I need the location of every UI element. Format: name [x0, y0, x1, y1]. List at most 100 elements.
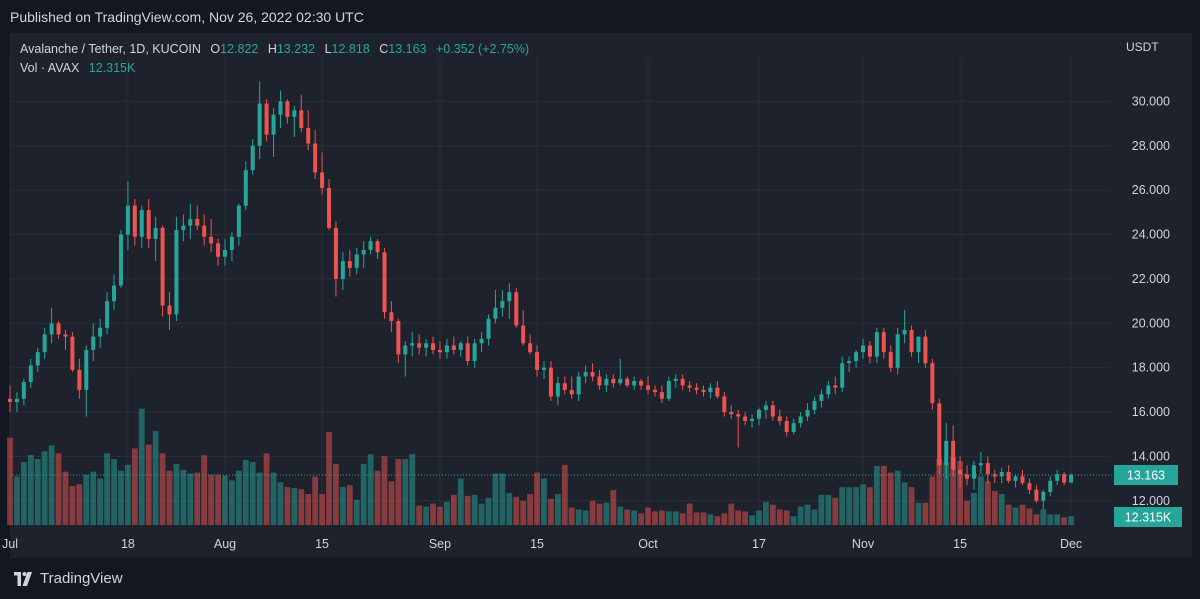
candle-body — [916, 336, 921, 353]
volume-bar — [714, 516, 721, 525]
volume-label[interactable]: Vol · AVAX — [20, 61, 80, 75]
volume-bar — [957, 460, 963, 525]
volume-bar — [249, 461, 256, 525]
volume-bar — [589, 500, 596, 525]
candle-body — [49, 323, 54, 335]
volume-bar — [978, 476, 984, 525]
candle-body — [555, 383, 560, 397]
volume-bar — [541, 478, 547, 525]
volume-bar — [908, 487, 915, 525]
time-axis[interactable]: Jul 18 Aug 15 Sep 15 Oct 17 Nov 15 Dec — [2, 537, 1082, 551]
open-value: 12.822 — [220, 42, 259, 56]
volume-bar — [326, 431, 332, 525]
volume-bar — [763, 501, 769, 525]
time-tick-label: Nov — [852, 537, 875, 551]
candle-body — [195, 218, 200, 226]
candle-body — [299, 110, 304, 129]
candle-body — [417, 343, 422, 348]
volume-bar — [582, 510, 589, 525]
candle-body — [791, 423, 796, 433]
volume-bar — [846, 487, 853, 525]
candle-body — [451, 345, 456, 350]
candle-body — [1055, 474, 1060, 481]
volume-bar — [111, 459, 117, 525]
volume-bar — [596, 503, 603, 525]
volume-bar — [534, 472, 540, 525]
volume-bar — [187, 473, 194, 525]
volume-bar — [291, 488, 298, 525]
candle-body — [229, 236, 234, 251]
candle-body — [597, 376, 602, 386]
symbol-label[interactable]: Avalanche / Tether, 1D, KUCOIN — [20, 42, 201, 56]
time-tick-label: Jul — [2, 537, 18, 551]
volume-bar — [69, 486, 76, 525]
candle-body — [819, 394, 824, 401]
candle-body — [236, 205, 241, 237]
candle-body — [985, 463, 990, 475]
volume-bar — [416, 505, 423, 525]
volume-bar — [756, 510, 762, 525]
candle-body — [396, 321, 401, 355]
price-tick-label: 12.000 — [1132, 494, 1170, 508]
volume-bar — [124, 464, 131, 525]
volume-bar — [520, 500, 527, 525]
volume-bar — [832, 497, 839, 525]
candle-body — [770, 405, 775, 417]
candle-body — [590, 372, 595, 377]
volume-bar — [1026, 508, 1033, 525]
candle-body — [583, 372, 588, 377]
volume-bar — [131, 448, 138, 525]
volume-bar — [728, 503, 735, 525]
volume-bar — [1012, 507, 1019, 525]
candle-body — [867, 345, 872, 357]
volume-bar — [818, 494, 825, 525]
candle-body — [174, 230, 179, 315]
candle-body — [784, 420, 789, 433]
open-label: O — [210, 42, 221, 56]
volume-bar — [1033, 514, 1040, 525]
volume-bar — [48, 445, 55, 525]
chart-legend: Avalanche / Tether, 1D, KUCOIN O12.822 H… — [20, 40, 529, 78]
candle-body — [1006, 471, 1011, 481]
volume-bar — [797, 506, 804, 525]
volume-bar — [825, 494, 832, 525]
volume-bar — [700, 512, 707, 525]
candle-body — [21, 382, 26, 399]
volume-bar — [173, 463, 180, 525]
price-axis[interactable]: 12.000 14.000 16.000 18.000 20.000 22.000 24.0… — [1132, 94, 1170, 507]
candle-body — [881, 332, 886, 353]
candle-body — [1013, 476, 1018, 481]
volume-bar — [235, 470, 242, 525]
candle-body — [410, 343, 415, 346]
candle-body — [375, 241, 380, 253]
candle-body — [958, 469, 963, 475]
candle-body — [306, 128, 311, 144]
candle-body — [833, 385, 838, 388]
volume-bar — [180, 469, 187, 525]
time-tick-label: Sep — [429, 537, 451, 551]
last-price-badge — [1114, 465, 1178, 486]
candle-body — [604, 378, 609, 386]
candle-body — [715, 387, 720, 397]
volume-bar — [804, 504, 811, 525]
volume-bar — [561, 464, 568, 525]
price-tick-label: 24.000 — [1132, 228, 1170, 242]
volume-bar — [402, 459, 409, 525]
currency-unit[interactable]: USDT — [1126, 40, 1159, 54]
candle-body — [548, 367, 553, 397]
close-value: 13.163 — [388, 42, 427, 56]
candle-body — [618, 378, 623, 384]
volume-bar — [853, 487, 859, 525]
candle-body — [368, 241, 373, 251]
volume-bar — [41, 451, 48, 525]
candle-body — [514, 292, 519, 326]
last-volume-badge — [1114, 507, 1182, 527]
candle-body — [188, 218, 193, 226]
volume-bar — [929, 476, 936, 525]
candle-body — [486, 318, 491, 339]
candle-body — [118, 234, 123, 286]
candle-body — [285, 101, 290, 117]
volume-bar — [652, 511, 658, 525]
volume-bar — [298, 489, 305, 525]
